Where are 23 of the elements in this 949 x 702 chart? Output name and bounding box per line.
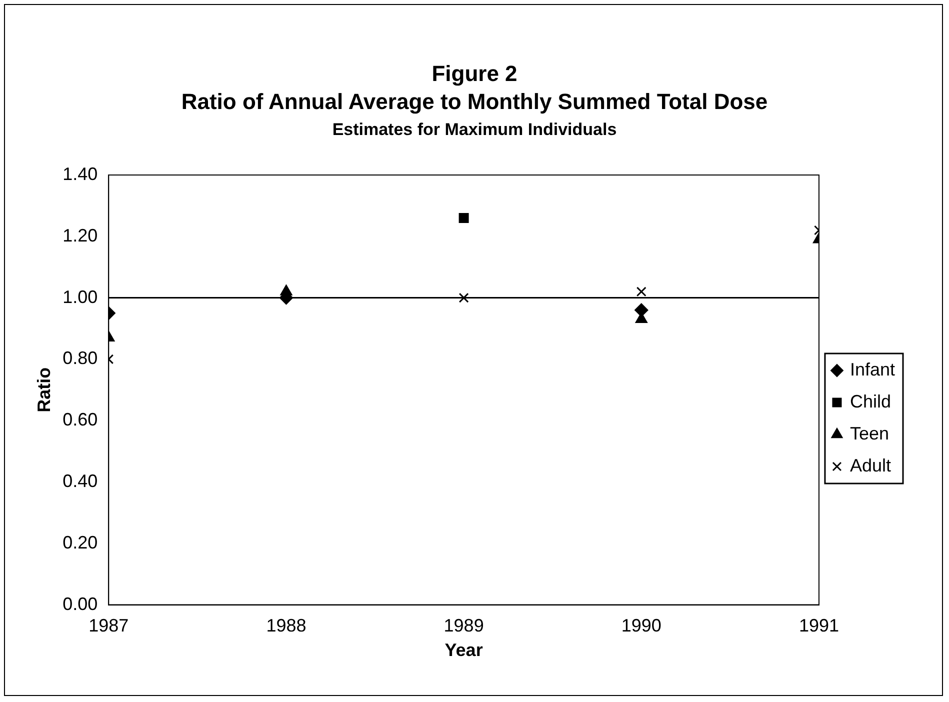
y-tick-label: 1.20 <box>62 225 98 246</box>
y-tick-label: 0.60 <box>62 410 98 430</box>
y-tick-label: 0.20 <box>62 532 98 552</box>
legend-label: Adult <box>850 455 891 476</box>
legend-label: Child <box>850 391 891 412</box>
y-tick-label: 1.40 <box>62 164 98 184</box>
chart-title: Figure 2 Ratio of Annual Average to Monthly Summed Total Dose <box>181 61 768 114</box>
legend-label: Infant <box>850 359 896 380</box>
x-axis-title: Year <box>444 640 483 660</box>
x-tick-label: 1991 <box>798 616 839 636</box>
legend-label: Teen <box>850 423 890 444</box>
chart-subtitle: Estimates for Maximum Individuals <box>331 120 618 140</box>
x-tick-label: 1987 <box>88 616 129 636</box>
x-tick-label: 1989 <box>444 616 484 636</box>
y-axis-title: Ratio <box>34 367 54 412</box>
x-tick-label: 1988 <box>266 616 306 636</box>
point <box>458 212 469 223</box>
y-tick-label: 0.40 <box>62 470 98 491</box>
y-tick-label: 1.00 <box>62 286 98 307</box>
x-tick-label: 1990 <box>621 616 662 636</box>
y-tick-label: 0.80 <box>62 348 98 368</box>
point <box>634 303 648 317</box>
y-tick-label: 0.00 <box>62 594 98 614</box>
